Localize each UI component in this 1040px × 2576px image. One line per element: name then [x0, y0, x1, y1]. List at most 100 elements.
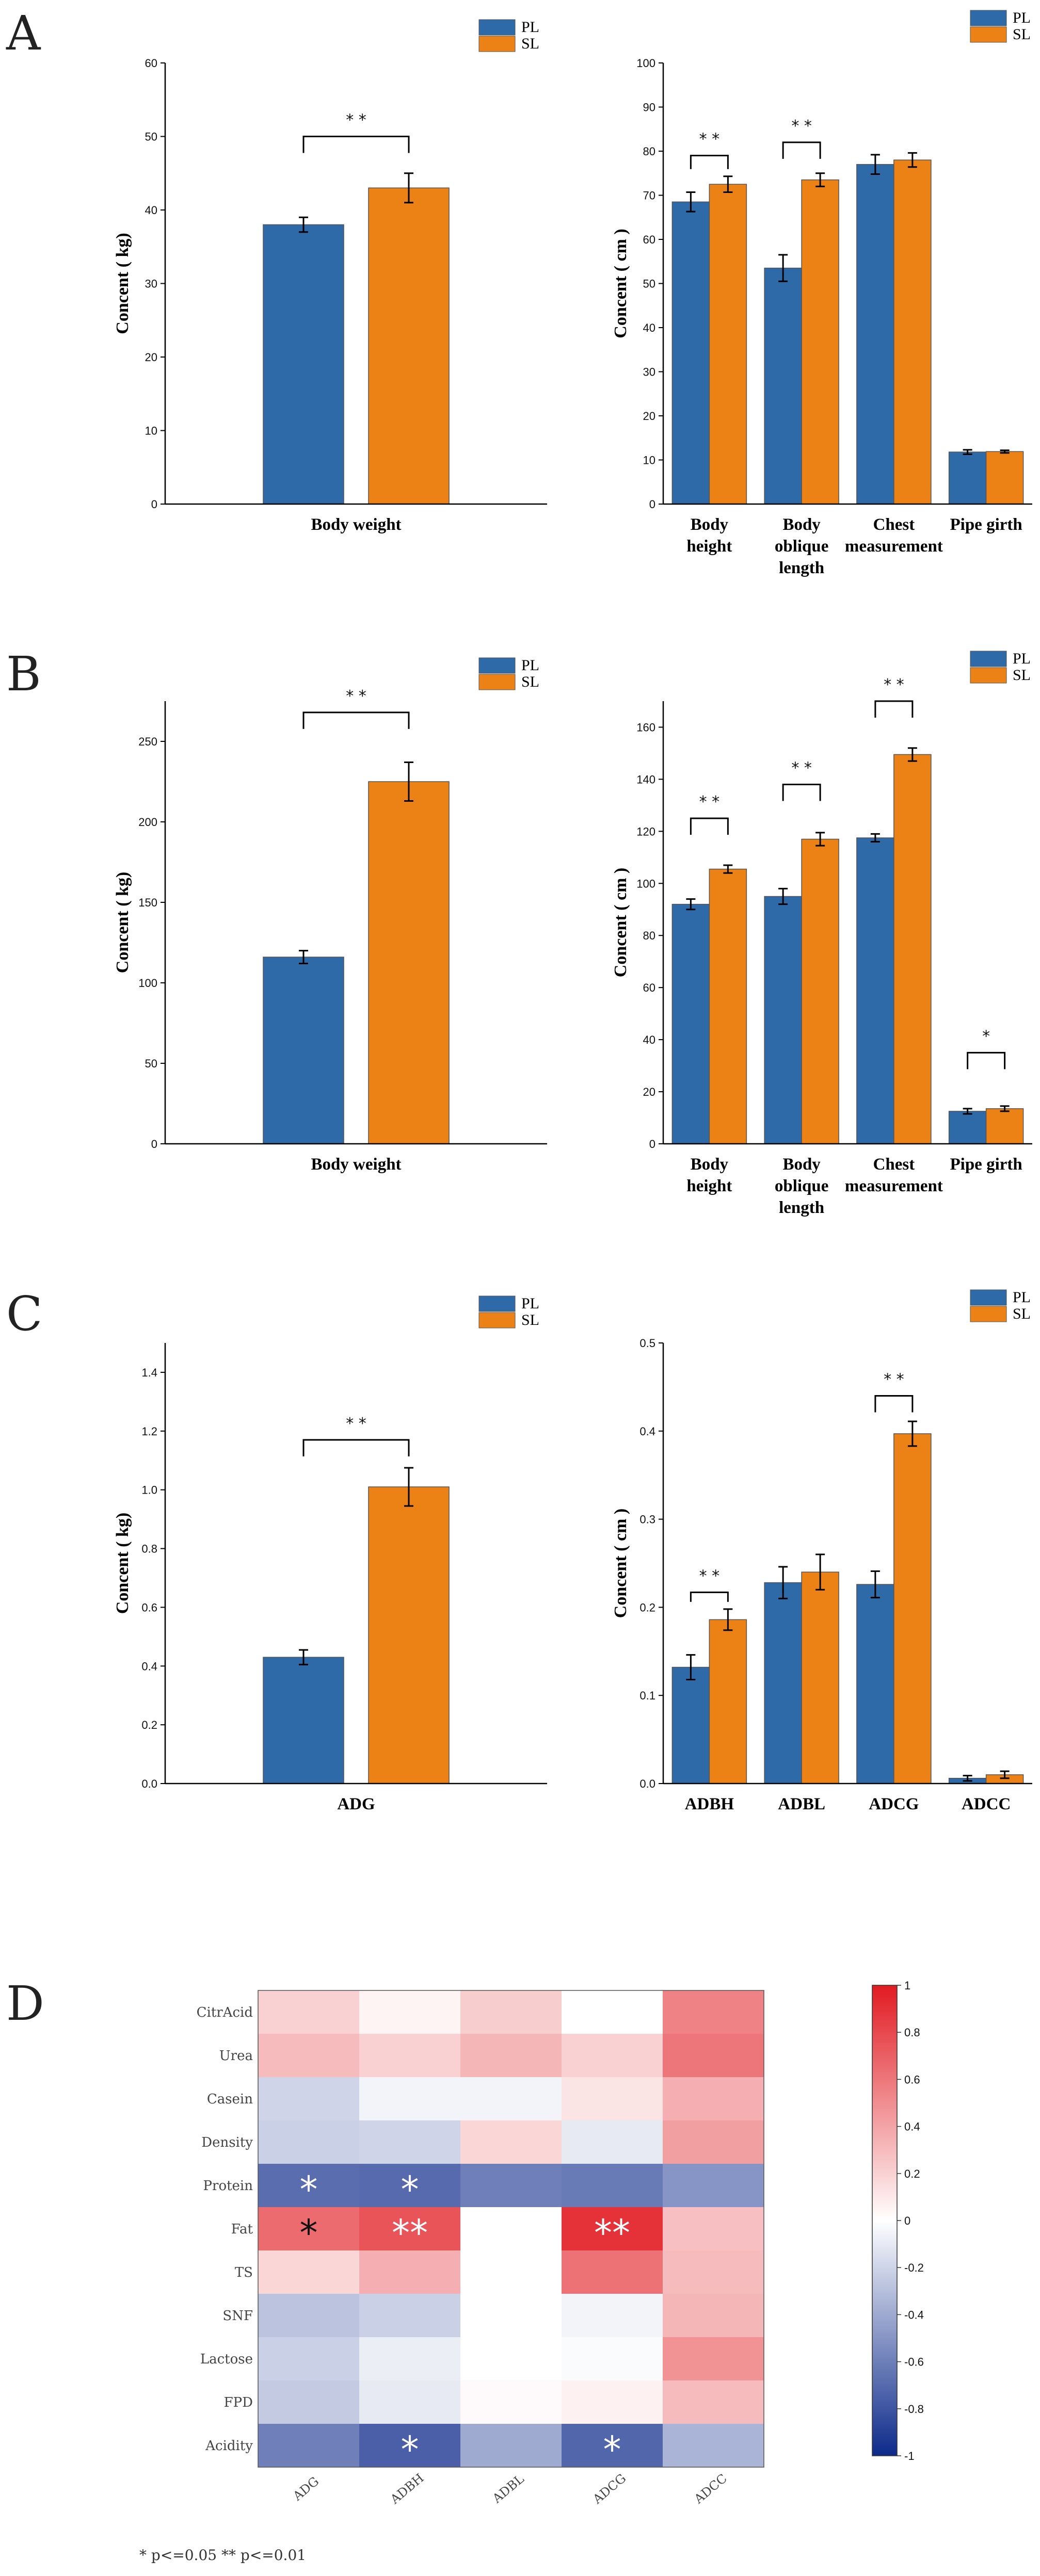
legend-swatch-sl — [970, 1306, 1007, 1322]
colorbar — [872, 1985, 898, 2456]
significance-label: * — [982, 1027, 990, 1045]
y-tick-label: 0.0 — [141, 1777, 157, 1790]
bar-sl — [368, 187, 450, 505]
category-label: Body — [782, 1155, 821, 1174]
y-axis-title: Concent ( cm ) — [611, 868, 630, 977]
bar-sl — [985, 451, 1024, 505]
bar-pl — [948, 1111, 987, 1144]
y-axis-title: Concent ( cm ) — [611, 1509, 630, 1618]
bar-pl — [856, 164, 894, 505]
y-tick-label: 0 — [151, 1138, 157, 1151]
significance-label: * * — [699, 793, 720, 811]
category-label: length — [779, 559, 824, 577]
significance-bracket — [967, 1051, 1006, 1070]
category-label: length — [779, 1198, 824, 1217]
category-label: Pipe girth — [950, 515, 1022, 534]
bar-sl — [801, 838, 839, 1144]
heatmap-row-label: FPD — [224, 2395, 253, 2410]
heatmap-cell — [359, 2120, 461, 2164]
significance-star: * — [300, 2168, 318, 2211]
bar-sl — [709, 1619, 747, 1784]
colorbar-tick-label: -0.2 — [904, 2261, 924, 2274]
heatmap-col-label: ADCC — [691, 2471, 730, 2507]
legend-swatch-sl — [970, 667, 1007, 684]
significance-star: ** — [392, 2212, 428, 2254]
heatmap-cell — [258, 2380, 360, 2424]
heatmap-row-label: Fat — [231, 2222, 253, 2237]
legend-label-pl: PL — [1013, 1289, 1031, 1306]
bar-pl — [263, 1657, 344, 1784]
bar-sl — [893, 754, 932, 1144]
y-tick-label: 120 — [636, 825, 655, 838]
bar-sl — [709, 184, 747, 505]
y-axis-title: Concent ( kg) — [113, 872, 132, 973]
significance-bracket — [782, 784, 821, 801]
significance-bracket — [302, 711, 410, 729]
legend-label-pl: PL — [521, 1295, 539, 1312]
heatmap-cell — [359, 2077, 461, 2121]
significance-star: * — [300, 2212, 318, 2254]
legend-swatch-pl — [970, 10, 1007, 26]
heatmap-cell — [460, 2424, 562, 2468]
legend-label-sl: SL — [521, 35, 539, 52]
y-tick-label: 10 — [145, 425, 157, 438]
legend-label-pl: PL — [1013, 9, 1031, 26]
bar-pl — [948, 451, 987, 505]
y-tick-label: 0.2 — [639, 1601, 655, 1614]
heatmap-cell — [663, 2337, 764, 2381]
heatmap-col-label: ADBH — [387, 2471, 426, 2507]
heatmap-cell — [562, 2337, 663, 2381]
heatmap-cell — [460, 2164, 562, 2208]
significance-label: * * — [346, 687, 366, 705]
heatmap-cell — [258, 1990, 360, 2034]
category-label: ADBH — [685, 1795, 734, 1813]
category-label: Body — [691, 515, 729, 534]
y-tick-label: 0.4 — [141, 1660, 157, 1673]
y-tick-label: 0.0 — [639, 1777, 655, 1790]
bar-pl — [856, 837, 894, 1144]
y-tick-label: 1.0 — [141, 1484, 157, 1497]
y-tick-label: 10 — [643, 454, 655, 467]
bar-pl — [764, 1582, 802, 1784]
significance-label: * * — [699, 1567, 720, 1585]
category-label: measurement — [845, 537, 943, 556]
legend-label-sl: SL — [521, 1311, 539, 1328]
category-label: Chest — [873, 515, 915, 534]
bar-pl — [671, 903, 710, 1144]
legend-swatch-sl — [970, 26, 1007, 43]
heatmap-cell — [562, 2120, 663, 2164]
heatmap-cell — [359, 2337, 461, 2381]
heatmap-row-label: CitrAcid — [197, 2005, 253, 2020]
legend-label-pl: PL — [1013, 650, 1031, 667]
heatmap-cell — [258, 2294, 360, 2338]
colorbar-tick-label: 0.6 — [904, 2073, 920, 2086]
correlation-heatmap: CitrAcid Urea Casein Density Protein Fat TS SNF… — [197, 1979, 924, 2507]
colorbar-tick-label: 0 — [904, 2214, 910, 2227]
legend-swatch-pl — [478, 19, 516, 36]
y-tick-label: 30 — [643, 366, 655, 379]
y-tick-label: 70 — [643, 189, 655, 202]
heatmap-cell — [258, 2337, 360, 2381]
bar-sl — [709, 868, 747, 1144]
heatmap-cell — [359, 1990, 461, 2034]
significance-star: * — [401, 2168, 419, 2211]
y-tick-label: 20 — [643, 410, 655, 423]
heatmap-col-label: ADBL — [489, 2472, 527, 2506]
heatmap-cell — [258, 2164, 360, 2208]
heatmap-cell — [562, 2250, 663, 2294]
significance-bracket — [874, 1395, 914, 1413]
significance-star: ** — [594, 2212, 630, 2254]
significance-footnote: * p<=0.05 ** p<=0.01 — [139, 2547, 306, 2564]
y-tick-label: 200 — [138, 816, 157, 829]
heatmap-row-label: Urea — [219, 2048, 253, 2064]
heatmap-cell — [562, 2207, 663, 2251]
y-tick-label: 40 — [643, 1033, 655, 1046]
bar-pl — [764, 267, 802, 505]
y-tick-label: 150 — [138, 896, 157, 909]
legend-swatch-pl — [970, 651, 1007, 667]
heatmap-row-label: Acidity — [205, 2438, 253, 2454]
